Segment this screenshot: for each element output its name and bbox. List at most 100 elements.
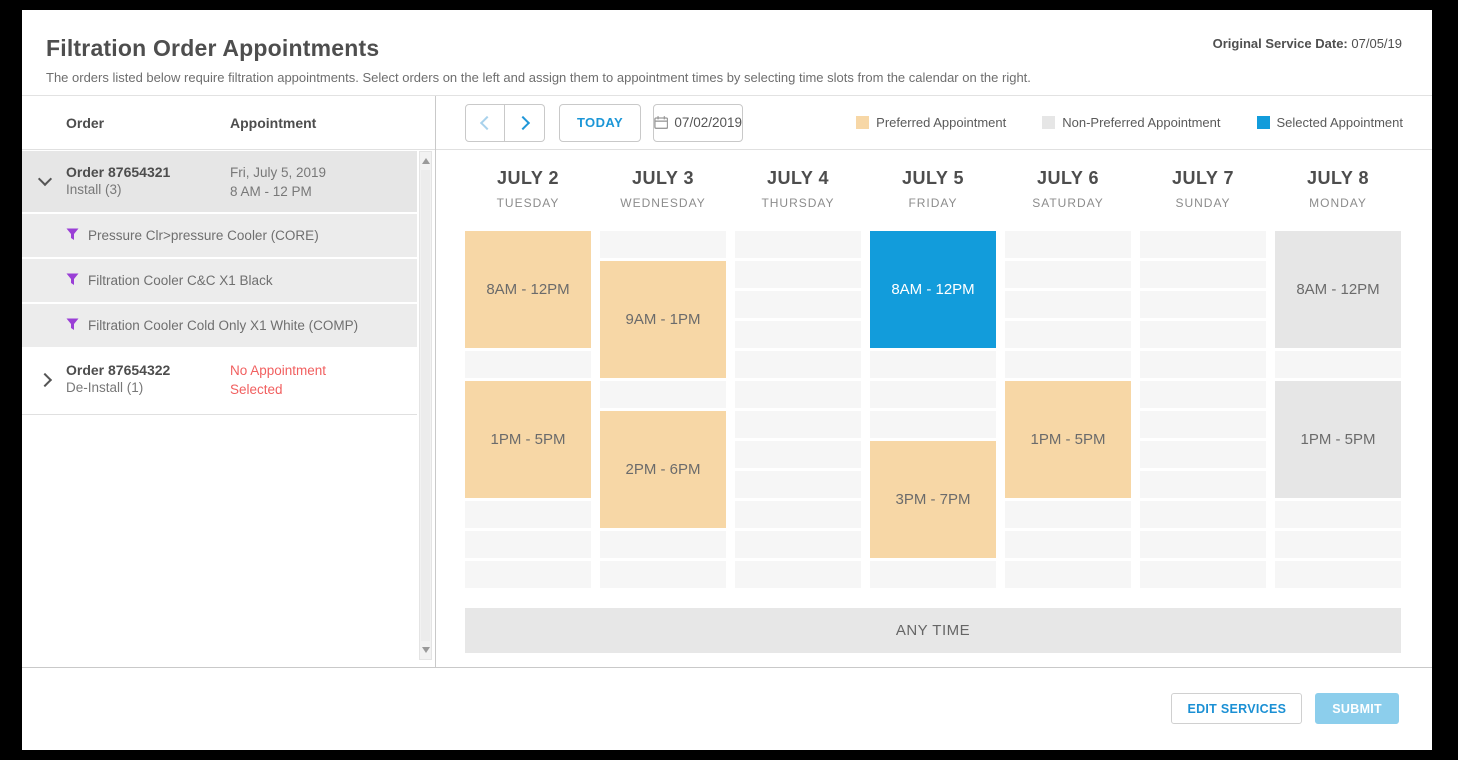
appointment-column-header: Appointment: [230, 115, 317, 131]
time-slot-july-3-9am-1pm[interactable]: 9AM - 1PM: [600, 261, 726, 378]
empty-slot-row: [1140, 321, 1266, 348]
empty-slot-row: [600, 231, 726, 258]
previous-week-button[interactable]: [465, 103, 505, 142]
empty-slot-row: [870, 381, 996, 408]
day-date-label: JULY 7: [1171, 168, 1235, 188]
next-week-button[interactable]: [505, 103, 545, 142]
day-column-july-3: 9AM - 1PM 2PM - 6PM: [600, 231, 726, 588]
time-slot-july-2-1pm-5pm[interactable]: 1PM - 5PM: [465, 381, 591, 498]
edit-services-button[interactable]: EDIT SERVICES: [1171, 693, 1303, 724]
day-header-july-2: JULY 2 TUESDAY: [465, 150, 591, 231]
appointment-line: 8 AM - 12 PM: [230, 183, 312, 199]
date-picker-value: 07/02/2019: [674, 115, 742, 130]
empty-slot-row: [1140, 471, 1266, 498]
day-column-july-2: 8AM - 12PM 1PM - 5PM: [465, 231, 591, 588]
order-type: Install (3): [66, 182, 122, 197]
day-date-label: JULY 3: [631, 168, 695, 188]
chevron-left-icon: [479, 115, 495, 130]
page-title: Filtration Order Appointments: [46, 35, 380, 61]
legend-item-preferred-appointment: Preferred Appointment: [856, 115, 1006, 130]
day-column-july-7: [1140, 231, 1266, 588]
page-subtitle: The orders listed below require filtrati…: [46, 70, 1031, 85]
order-item-label: Filtration Cooler Cold Only X1 White (CO…: [88, 318, 359, 333]
time-slot-july-3-2pm-6pm[interactable]: 2PM - 6PM: [600, 411, 726, 528]
empty-slot-row: [1140, 261, 1266, 288]
empty-slot-row: [1140, 381, 1266, 408]
scroll-up-icon[interactable]: [422, 158, 430, 164]
legend-label: Selected Appointment: [1276, 115, 1403, 130]
legend-swatch-icon: [856, 116, 870, 129]
day-column-july-6: 1PM - 5PM: [1005, 231, 1131, 588]
page-header: Filtration Order Appointments The orders…: [22, 10, 1432, 95]
empty-slot-row: [1005, 321, 1131, 348]
day-header-july-6: JULY 6 SATURDAY: [1005, 150, 1131, 231]
date-picker[interactable]: 07/02/2019: [653, 103, 743, 142]
empty-slot-row: [735, 411, 861, 438]
empty-slot-row: [735, 531, 861, 558]
empty-slot-row: [1275, 501, 1401, 528]
time-slot-july-8-1pm-5pm[interactable]: 1PM - 5PM: [1275, 381, 1401, 498]
time-slot-july-5-3pm-7pm[interactable]: 3PM - 7PM: [870, 441, 996, 558]
any-time-slot[interactable]: ANY TIME: [465, 608, 1401, 653]
empty-slot-row: [735, 441, 861, 468]
today-button[interactable]: TODAY: [559, 103, 641, 142]
submit-button[interactable]: SUBMIT: [1315, 693, 1399, 724]
order-id: Order 87654322: [66, 362, 171, 378]
orders-panel: Order Appointment Order 87654321 Install …: [22, 96, 436, 668]
day-weekday-label: WEDNESDAY: [620, 196, 706, 210]
day-header-july-5: JULY 5 FRIDAY: [870, 150, 996, 231]
empty-slot-row: [465, 531, 591, 558]
empty-slot-row: [1140, 561, 1266, 588]
empty-slot-row: [1005, 351, 1131, 378]
chevron-right-icon[interactable]: [37, 372, 53, 388]
time-slot-july-6-1pm-5pm[interactable]: 1PM - 5PM: [1005, 381, 1131, 498]
time-slot-july-8-8am-12pm[interactable]: 8AM - 12PM: [1275, 231, 1401, 348]
empty-slot-row: [1005, 561, 1131, 588]
empty-slot-row: [870, 351, 996, 378]
order-item-filtration-cooler-cold-only-x1-white-comp[interactable]: Filtration Cooler Cold Only X1 White (CO…: [22, 304, 417, 349]
time-slot-july-2-8am-12pm[interactable]: 8AM - 12PM: [465, 231, 591, 348]
legend-swatch-icon: [1256, 116, 1270, 129]
order-item-filtration-cooler-c-c-x1-black[interactable]: Filtration Cooler C&C X1 Black: [22, 259, 417, 304]
appointment-line: No Appointment: [230, 363, 327, 378]
day-date-label: JULY 5: [901, 168, 965, 188]
empty-slot-row: [600, 561, 726, 588]
order-column-header: Order: [66, 115, 105, 131]
calendar-icon: [654, 116, 669, 130]
order-item-pressure-clr-pressure-cooler-core[interactable]: Pressure Clr>pressure Cooler (CORE): [22, 214, 417, 259]
empty-slot-row: [870, 411, 996, 438]
day-header-july-7: JULY 7 SUNDAY: [1140, 150, 1266, 231]
empty-slot-row: [1140, 231, 1266, 258]
order-appointment: Fri, July 5, 2019 8 AM - 12 PM: [230, 164, 326, 202]
empty-slot-row: [1140, 411, 1266, 438]
empty-slot-row: [735, 291, 861, 318]
order-list-scrollbar[interactable]: [419, 151, 432, 660]
day-date-label: JULY 4: [766, 168, 830, 188]
day-weekday-label: TUESDAY: [496, 196, 560, 210]
empty-slot-row: [1005, 531, 1131, 558]
day-weekday-label: THURSDAY: [761, 196, 835, 210]
empty-slot-row: [465, 561, 591, 588]
scroll-down-icon[interactable]: [422, 647, 430, 653]
time-slot-july-5-8am-12pm[interactable]: 8AM - 12PM: [870, 231, 996, 348]
order-row-order-87654322[interactable]: Order 87654322 De-Install (1) No Appointme…: [22, 349, 417, 415]
empty-slot-row: [1140, 351, 1266, 378]
empty-slot-row: [1140, 531, 1266, 558]
main-area: Order Appointment Order 87654321 Install …: [22, 95, 1432, 668]
order-list: Order 87654321 Install (3) Fri, July 5, 20…: [22, 151, 417, 660]
empty-slot-row: [1275, 561, 1401, 588]
day-column-july-5: 8AM - 12PM 3PM - 7PM: [870, 231, 996, 588]
scrollbar-thumb[interactable]: [421, 170, 430, 641]
empty-slot-row: [1140, 441, 1266, 468]
calendar-grid: JULY 2 TUESDAY JULY 3 WEDNESDAY JULY 4 THURSD…: [465, 150, 1401, 588]
empty-slot-row: [600, 381, 726, 408]
order-appointment: No Appointment Selected: [230, 362, 326, 400]
legend-item-non-preferred-appointment: Non-Preferred Appointment: [1042, 115, 1221, 130]
chevron-down-icon[interactable]: [37, 171, 53, 187]
empty-slot-row: [735, 321, 861, 348]
day-date-label: JULY 2: [496, 168, 560, 188]
empty-slot-row: [1005, 261, 1131, 288]
empty-slot-row: [1140, 501, 1266, 528]
legend-swatch-icon: [1042, 116, 1056, 129]
order-row-order-87654321[interactable]: Order 87654321 Install (3) Fri, July 5, 20…: [22, 151, 417, 214]
